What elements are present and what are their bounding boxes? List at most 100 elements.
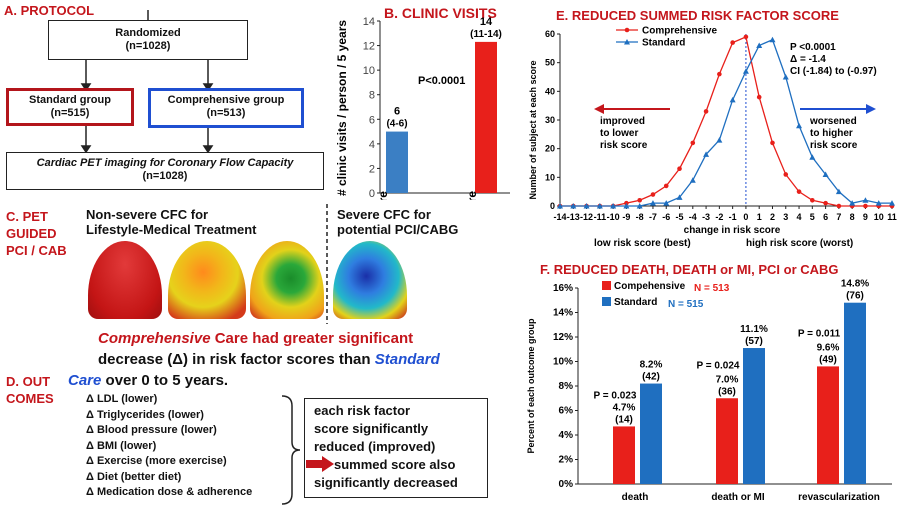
risk-point — [636, 203, 643, 209]
death-value-label: 14.8% — [841, 279, 869, 290]
risk-point — [823, 200, 828, 206]
risk-point — [756, 42, 763, 48]
risk-legend-label: Standard — [642, 38, 685, 49]
risk-low-caption: low risk score (best) — [594, 238, 691, 249]
risk-point — [796, 122, 803, 129]
worsened-label-3: risk score — [810, 140, 858, 151]
outcome-item: Δ Exercise (more exercise) — [86, 455, 227, 467]
summary-text: each risk factor score significantly red… — [314, 402, 458, 492]
clinic-tick-label: 12 — [363, 41, 375, 53]
risk-x-tick-label: 0 — [743, 212, 748, 222]
risk-point — [677, 166, 682, 172]
death-heading: F. REDUCED DEATH, DEATH or MI, PCI or CA… — [540, 262, 839, 277]
improved-label-2: to lower — [600, 128, 638, 139]
death-bar — [640, 383, 662, 484]
risk-y-tick-label: 30 — [545, 115, 555, 125]
death-count-label: (14) — [615, 414, 633, 425]
risk-x-tick-label: -10 — [607, 212, 620, 222]
risk-point — [822, 171, 829, 177]
intro-part3: over 0 to 5 years. — [101, 372, 229, 389]
improved-label-1: improved — [600, 116, 645, 127]
risk-point — [663, 200, 670, 206]
risk-x-tick-label: -6 — [662, 212, 670, 222]
death-value-label: 8.2% — [640, 360, 663, 371]
risk-point — [863, 203, 868, 209]
summary-line1: each risk factor — [314, 403, 411, 418]
clinic-value-label: 6 — [394, 106, 400, 118]
clinic-value-label: 14 — [480, 16, 493, 28]
death-y-tick-label: 10% — [553, 357, 573, 368]
death-category-label: revascularization — [798, 492, 880, 503]
comprehensive-group-n: (n=513) — [206, 107, 246, 119]
risk-x-tick-label: 2 — [770, 212, 775, 222]
risk-point — [570, 203, 577, 209]
standard-group-n: (n=515) — [50, 107, 90, 119]
pet-heading-line3: PCI / CAB — [6, 243, 67, 258]
death-ylabel: Percent of each outcome group — [526, 318, 536, 454]
death-value-label: 4.7% — [613, 402, 636, 413]
standard-group-label: Standard group — [29, 94, 111, 106]
outcome-item: Δ BMI (lower) — [86, 439, 157, 452]
death-y-tick-label: 4% — [559, 430, 574, 441]
risk-point — [663, 183, 669, 189]
severe-label: Severe CFC for potential PCI/CABG — [337, 207, 458, 237]
risk-point — [769, 36, 776, 43]
risk-stat-p: P <0.0001 — [790, 42, 836, 53]
risk-x-tick-label: -9 — [622, 212, 630, 222]
randomized-n: (n=1028) — [125, 40, 171, 52]
outcome-item: Δ Triglycerides (lower) — [86, 408, 204, 421]
death-y-tick-label: 0% — [559, 479, 574, 490]
risk-score-chart: Number of subject at each score 01020304… — [528, 26, 897, 250]
pet-heading-line1: C. PET — [6, 209, 48, 224]
clinic-tick-label: 2 — [369, 163, 375, 175]
risk-x-tick-label: 4 — [797, 212, 802, 222]
intro-standard: Standard — [374, 351, 440, 368]
standard-group-box: Standard group (n=515) — [6, 88, 134, 126]
randomized-box: Randomized (n=1028) — [48, 20, 248, 60]
death-legend-label: Standard — [614, 297, 657, 308]
risk-point — [703, 109, 709, 114]
death-count-label: (76) — [846, 291, 864, 302]
risk-legend-marker — [624, 27, 630, 33]
clinic-heading: B. CLINIC VISITS — [384, 5, 497, 21]
randomized-label: Randomized — [115, 27, 181, 39]
risk-x-tick-label: 3 — [783, 212, 788, 222]
pet-map-3 — [250, 241, 324, 319]
risk-x-tick-label: 10 — [874, 212, 884, 222]
risk-point — [716, 137, 723, 143]
risk-point — [676, 194, 683, 200]
summary-box — [304, 398, 488, 498]
death-value-label: 11.1% — [740, 324, 768, 335]
risk-heading: E. REDUCED SUMMED RISK FACTOR SCORE — [556, 8, 839, 23]
clinic-tick-label: 0 — [369, 188, 375, 200]
risk-point — [596, 203, 603, 209]
clinic-visits-chart: # clinic visits / person / 5 years 0 2 4 6 8… — [335, 16, 510, 200]
risk-y-tick-label: 50 — [545, 58, 555, 68]
risk-x-tick-label: -7 — [649, 212, 657, 222]
clinic-tick-label: 14 — [363, 16, 375, 28]
risk-x-tick-label: -2 — [715, 212, 723, 222]
nonsevere-line1: Non-severe CFC for — [86, 207, 209, 222]
clinic-tick-label: 10 — [363, 65, 375, 77]
death-value-label: 9.6% — [817, 342, 840, 353]
death-count-label: (36) — [718, 386, 736, 397]
severity-divider — [326, 204, 328, 324]
pet-imaging-box: Cardiac PET imaging for Coronary Flow Ca… — [6, 152, 324, 190]
outcomes-heading: D. OUT COMES — [6, 373, 54, 407]
nonsevere-line2: Lifestyle-Medical Treatment — [86, 222, 257, 237]
death-pvalue: P = 0.024 — [697, 360, 740, 371]
nonsevere-label: Non-severe CFC for Lifestyle-Medical Tre… — [86, 207, 257, 237]
risk-point — [650, 192, 656, 197]
outcome-item: Δ Diet (better diet) — [86, 470, 182, 483]
pet-imaging-n: (n=1028) — [142, 170, 188, 182]
risk-x-tick-label: 9 — [863, 212, 868, 222]
death-bar — [743, 348, 765, 484]
outcomes-bracket — [281, 395, 301, 505]
death-count-label: (57) — [745, 336, 763, 347]
death-y-tick-label: 16% — [553, 283, 573, 294]
risk-point — [875, 200, 882, 206]
risk-point — [809, 154, 816, 160]
clinic-bar — [475, 41, 497, 194]
risk-y-tick-label: 0 — [550, 201, 555, 211]
risk-x-tick-label: -4 — [689, 212, 697, 222]
